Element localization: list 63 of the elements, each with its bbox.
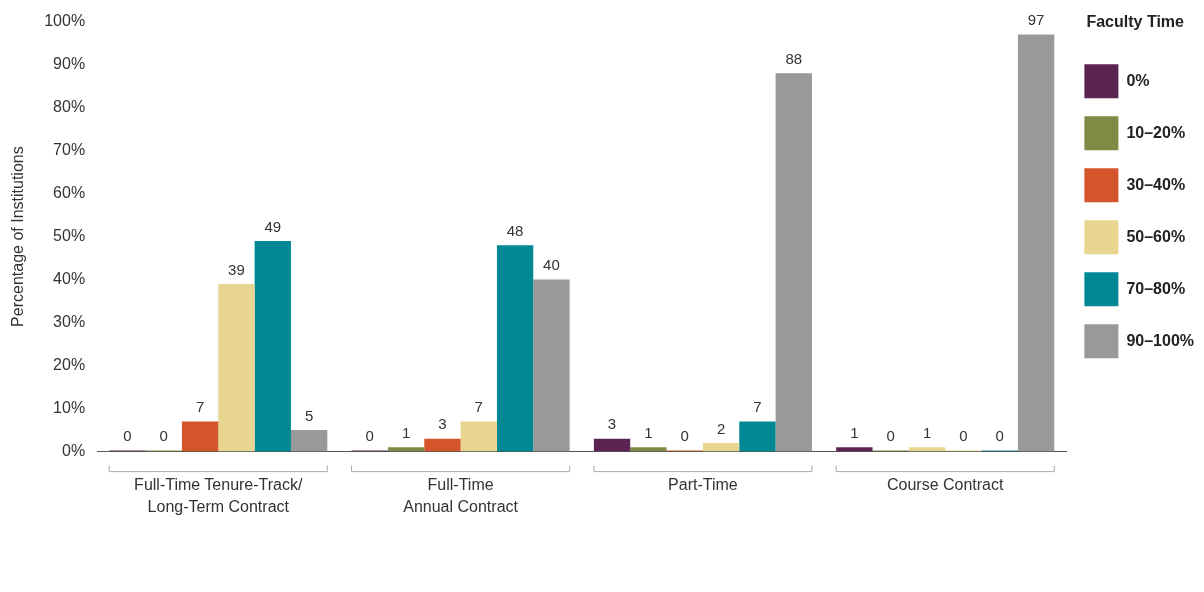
data-label: 97 [1027,11,1045,29]
data-label: 7 [753,398,762,416]
data-label: 40 [543,256,560,274]
data-label: 0 [959,427,968,445]
legend-label: 70–80% [1126,279,1186,297]
bar [181,421,219,452]
data-label: 2 [716,419,726,437]
data-label: 48 [506,221,524,239]
bar [290,430,328,452]
bar [460,421,497,452]
legend-label: 30–40% [1126,175,1186,193]
bar [593,438,631,452]
data-label: 1 [922,423,932,441]
data-label: 7 [195,398,205,416]
data-label: 0 [886,427,895,445]
x-tick-label: Course Contract [886,476,1005,494]
data-label: 0 [680,427,689,445]
x-tick-label: Full-Time Tenure-Track/ Long-Term Contract [134,476,303,516]
data-label: 49 [264,217,282,235]
data-label: 39 [228,260,245,278]
bar [739,421,776,452]
bar [254,240,291,452]
bar [630,447,667,452]
data-label: 0 [995,427,1004,445]
legend-label: 10–20% [1126,123,1186,141]
legend-title: Faculty Time [1086,13,1185,31]
bar [775,73,812,452]
data-label: 1 [850,423,859,441]
bar [424,438,461,452]
data-label: 5 [304,406,314,424]
data-label: 7 [474,398,483,416]
y-tick-label: 10% [53,399,86,417]
y-tick-label: 100% [44,12,86,30]
data-label: 0 [123,427,132,445]
bar [218,283,255,452]
legend-label: 50–60% [1126,227,1186,245]
data-label: 0 [365,427,374,445]
y-tick-label: 40% [53,270,86,288]
bar [387,447,425,452]
bar [496,245,534,452]
y-tick-label: 20% [53,356,86,374]
y-tick-label: 50% [53,227,86,245]
bar [533,279,570,452]
bar [1017,34,1055,452]
x-tick-label: Part-Time [668,476,738,494]
y-tick-label: 90% [53,55,86,73]
data-label: 0 [159,427,168,445]
data-label: 3 [438,415,447,433]
y-tick-label: 30% [53,313,86,331]
y-tick-label: 0% [62,442,86,460]
bar [836,447,873,452]
bar [702,443,740,452]
y-tick-label: 60% [53,184,86,202]
data-label: 88 [785,49,803,67]
y-axis-title: Percentage of Institutions [9,146,27,327]
x-tick-label: Full-Time Annual Contract [403,476,519,516]
data-label: 3 [607,415,617,433]
data-label: 1 [644,423,653,441]
legend-label: 0% [1126,71,1150,89]
legend-label: 90–100% [1126,331,1195,349]
y-tick-label: 70% [53,141,86,159]
y-tick-label: 80% [53,98,86,116]
data-label: 1 [401,423,411,441]
